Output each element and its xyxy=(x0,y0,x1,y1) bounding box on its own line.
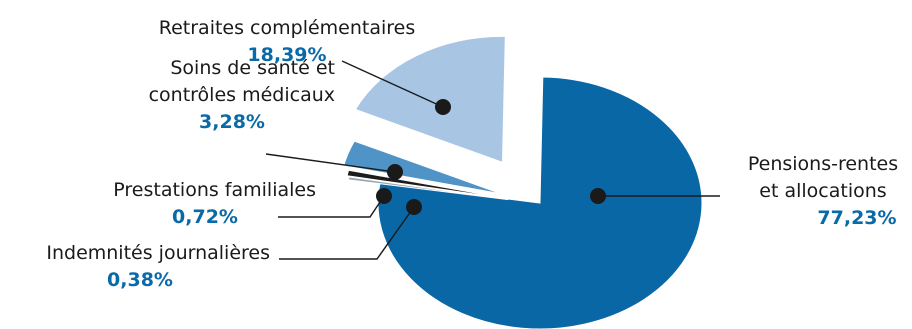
slice-value-label: 18,39% xyxy=(247,44,326,66)
slice-value-label: 0,38% xyxy=(107,269,173,291)
pie-slice xyxy=(343,140,502,195)
slice-label: Pensions-rentes xyxy=(748,153,898,175)
pie-slice xyxy=(347,176,509,201)
pie-slice xyxy=(354,35,506,164)
leader-lines xyxy=(265,60,720,260)
leader-dot xyxy=(376,188,392,204)
leader-dot xyxy=(590,188,606,204)
slice-label: contrôles médicaux xyxy=(149,84,335,106)
leader-dot xyxy=(435,99,451,115)
slice-value-label: 3,28% xyxy=(199,111,265,133)
leader-line xyxy=(279,206,415,260)
slice-label: et allocations xyxy=(759,180,886,202)
pie-slices xyxy=(343,35,703,329)
slice-label: Prestations familiales xyxy=(113,179,316,201)
pie-slice xyxy=(377,76,703,329)
pie-slice xyxy=(346,169,507,199)
slice-label: Soins de santé et xyxy=(170,57,335,79)
leader-line xyxy=(278,195,385,218)
slice-labels: Pensions-rentes et allocations 77,23% Indem… xyxy=(46,17,898,291)
leader-dot xyxy=(406,199,422,215)
leader-dot xyxy=(387,164,403,180)
leader-line xyxy=(265,153,396,173)
leader-line xyxy=(341,60,444,108)
slice-value-label: 77,23% xyxy=(817,207,896,229)
slice-label: Retraites complémentaires xyxy=(159,17,416,39)
slice-label: Indemnités journalières xyxy=(46,242,270,264)
slice-value-label: 0,72% xyxy=(172,206,238,228)
